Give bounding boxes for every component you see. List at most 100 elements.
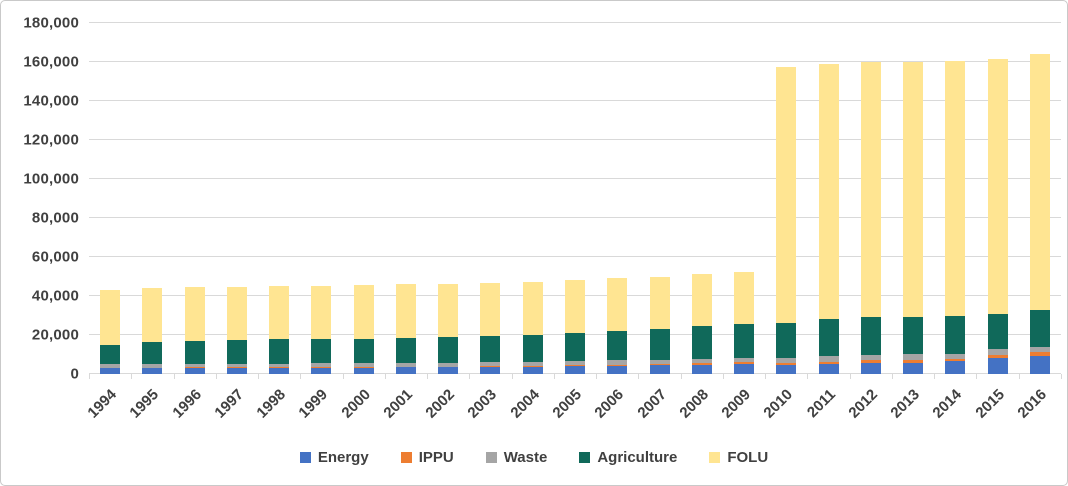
bar-segment-ippu-2008 <box>691 363 712 366</box>
bar-slot-2010 <box>765 23 807 374</box>
bar-segment-energy-2010 <box>776 365 797 374</box>
bar-segment-agriculture-1998 <box>269 339 290 364</box>
x-axis-tick <box>258 374 260 379</box>
bar-2003 <box>480 23 501 374</box>
legend-label: IPPU <box>418 448 454 466</box>
legend-item-agriculture: Agriculture <box>579 449 677 466</box>
bar-slot-1996 <box>174 23 216 374</box>
bar-2005 <box>564 23 585 374</box>
bar-slot-2014 <box>934 23 976 374</box>
bar-1998 <box>269 23 290 374</box>
bar-segment-ippu-1999 <box>311 367 332 368</box>
bar-segment-agriculture-2015 <box>987 314 1008 350</box>
bar-segment-waste-2009 <box>734 357 755 363</box>
x-axis-tick <box>976 374 978 379</box>
bar-segment-ippu-2009 <box>734 362 755 365</box>
gridline <box>89 139 1061 140</box>
bar-2010 <box>776 23 797 374</box>
bar-2000 <box>353 23 374 374</box>
bar-2004 <box>522 23 543 374</box>
bar-segment-energy-2005 <box>564 366 585 374</box>
bar-segment-ippu-2016 <box>1029 351 1050 357</box>
legend-label: FOLU <box>727 448 769 466</box>
x-axis-tick <box>680 374 682 379</box>
bar-segment-energy-2008 <box>691 365 712 374</box>
bar-segment-energy-2009 <box>734 364 755 374</box>
bar-segment-waste-2010 <box>776 357 797 364</box>
bar-segment-agriculture-2007 <box>649 328 670 360</box>
bar-segment-agriculture-1994 <box>100 344 121 365</box>
bar-segment-waste-1994 <box>100 364 121 368</box>
bar-segment-ippu-2005 <box>564 365 585 367</box>
bar-slot-2002 <box>427 23 469 374</box>
bar-segment-folu-2004 <box>522 282 543 336</box>
bar-segment-energy-1999 <box>311 367 332 374</box>
x-axis-tick <box>300 374 302 379</box>
bar-2011 <box>818 23 839 374</box>
bar-2001 <box>395 23 416 374</box>
bar-segment-agriculture-2000 <box>353 338 374 364</box>
y-tick-label: 100,000 <box>23 170 79 188</box>
bar-slot-2016 <box>1019 23 1061 374</box>
bar-slot-1995 <box>131 23 173 374</box>
bar-segment-waste-1995 <box>142 364 163 368</box>
bar-segment-agriculture-2006 <box>607 330 628 361</box>
bar-2006 <box>607 23 628 374</box>
bar-segment-agriculture-2014 <box>945 316 966 354</box>
bar-slot-1994 <box>89 23 131 374</box>
bar-segment-agriculture-2008 <box>691 326 712 359</box>
gridline <box>89 217 1061 219</box>
bar-segment-waste-2001 <box>395 362 416 367</box>
bar-slot-2011 <box>807 23 849 374</box>
x-axis-tick <box>131 374 133 379</box>
bar-segment-ippu-2001 <box>395 366 416 368</box>
bar-2012 <box>860 23 881 374</box>
bar-segment-folu-2005 <box>564 280 585 333</box>
bar-segment-waste-2003 <box>480 362 501 367</box>
bar-segment-folu-1999 <box>311 285 332 340</box>
bar-segment-energy-2011 <box>818 364 839 374</box>
y-tick-label: 140,000 <box>23 92 79 110</box>
bar-2014 <box>945 23 966 374</box>
bar-slot-2009 <box>723 23 765 374</box>
bar-slot-2015 <box>976 23 1018 374</box>
bar-segment-energy-2002 <box>438 367 459 374</box>
bar-segment-agriculture-2001 <box>395 338 416 363</box>
bar-segment-folu-2001 <box>395 284 416 339</box>
gridline <box>89 256 1061 257</box>
bar-segment-energy-2012 <box>860 362 881 374</box>
bar-2007 <box>649 23 670 374</box>
bar-segment-folu-1996 <box>184 286 205 341</box>
bar-segment-agriculture-2013 <box>903 316 924 355</box>
x-axis-tick <box>384 374 386 379</box>
bar-segment-folu-2007 <box>649 276 670 329</box>
bar-segment-energy-2007 <box>649 365 670 374</box>
bar-segment-waste-2002 <box>438 362 459 367</box>
legend-swatch-ippu <box>400 451 412 463</box>
bar-slot-2013 <box>892 23 934 374</box>
bar-segment-waste-2004 <box>522 361 543 367</box>
bar-segment-energy-2014 <box>945 361 966 374</box>
bar-segment-agriculture-2012 <box>860 317 881 355</box>
bar-segment-agriculture-2009 <box>734 323 755 358</box>
gridline <box>89 61 1061 63</box>
bar-segment-waste-2005 <box>564 360 585 366</box>
bar-2015 <box>987 23 1008 374</box>
bar-segment-agriculture-2004 <box>522 335 543 362</box>
bar-slot-1998 <box>258 23 300 374</box>
bar-segment-energy-1997 <box>226 367 247 374</box>
bar-segment-energy-2001 <box>395 367 416 374</box>
bar-segment-ippu-2000 <box>353 367 374 368</box>
bar-segment-energy-2006 <box>607 366 628 374</box>
x-axis-tick <box>469 374 471 379</box>
bar-slot-2012 <box>850 23 892 374</box>
y-tick-label: 160,000 <box>23 53 79 71</box>
x-axis-tick <box>934 374 936 379</box>
x-axis-tick <box>807 374 809 379</box>
x-axis-tick <box>553 374 555 379</box>
bar-segment-ippu-2015 <box>987 355 1008 359</box>
bar-segment-energy-2015 <box>987 358 1008 374</box>
bar-segment-waste-2000 <box>353 363 374 367</box>
legend-item-ippu: IPPU <box>400 448 454 466</box>
